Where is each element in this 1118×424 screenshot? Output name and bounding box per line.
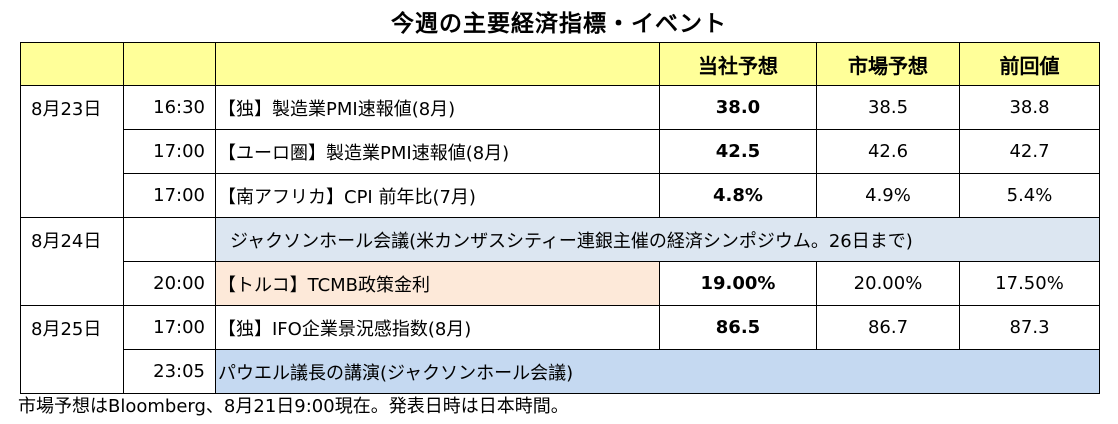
market-forecast-value: 38.5 bbox=[816, 85, 960, 130]
header-date bbox=[20, 42, 124, 86]
header-own-forecast: 当社予想 bbox=[659, 42, 817, 86]
date-cell bbox=[20, 261, 124, 306]
economic-calendar-table: 当社予想 市場予想 前回値 8月23日 16:30 【独】製造業PMI速報値(8… bbox=[20, 42, 1100, 394]
event-cell: ジャクソンホール会議(米カンザスシティー連銀主催の経済シンポジウム。26日まで) bbox=[215, 217, 1100, 262]
time-cell: 17:00 bbox=[123, 305, 216, 350]
table-row: 23:05 パウエル議長の講演(ジャクソンホール会議) bbox=[20, 349, 1100, 394]
time-cell: 17:00 bbox=[123, 129, 216, 174]
market-forecast-value: 20.00% bbox=[816, 261, 960, 306]
own-forecast-value: 86.5 bbox=[659, 305, 817, 350]
table-row: 8月24日 ジャクソンホール会議(米カンザスシティー連銀主催の経済シンポジウム。… bbox=[20, 217, 1100, 262]
own-forecast-value: 19.00% bbox=[659, 261, 817, 306]
footnote: 市場予想はBloomberg、8月21日9:00現在。発表日時は日本時間。 bbox=[18, 396, 569, 417]
own-forecast-value: 38.0 bbox=[659, 85, 817, 130]
header-market-forecast: 市場予想 bbox=[816, 42, 960, 86]
date-cell bbox=[20, 173, 124, 218]
table-row: 17:00 【ユーロ圏】製造業PMI速報値(8月) 42.5 42.6 42.7 bbox=[20, 129, 1100, 174]
indicator-name: 【トルコ】TCMB政策金利 bbox=[215, 261, 660, 306]
time-cell: 20:00 bbox=[123, 261, 216, 306]
time-cell: 17:00 bbox=[123, 173, 216, 218]
market-forecast-value: 4.9% bbox=[816, 173, 960, 218]
header-previous: 前回値 bbox=[959, 42, 1100, 86]
table-row: 17:00 【南アフリカ】CPI 前年比(7月) 4.8% 4.9% 5.4% bbox=[20, 173, 1100, 218]
table-row: 20:00 【トルコ】TCMB政策金利 19.00% 20.00% 17.50% bbox=[20, 261, 1100, 306]
date-cell: 8月24日 bbox=[20, 217, 124, 262]
time-cell bbox=[123, 217, 216, 262]
previous-value: 87.3 bbox=[959, 305, 1100, 350]
date-cell bbox=[20, 129, 124, 174]
market-forecast-value: 86.7 bbox=[816, 305, 960, 350]
page-title: 今週の主要経済指標・イベント bbox=[391, 11, 727, 37]
previous-value: 42.7 bbox=[959, 129, 1100, 174]
header-row: 当社予想 市場予想 前回値 bbox=[20, 42, 1100, 86]
indicator-name: 【ユーロ圏】製造業PMI速報値(8月) bbox=[215, 129, 660, 174]
date-cell: 8月23日 bbox=[20, 85, 124, 130]
previous-value: 17.50% bbox=[959, 261, 1100, 306]
date-cell bbox=[20, 349, 124, 394]
previous-value: 38.8 bbox=[959, 85, 1100, 130]
date-cell: 8月25日 bbox=[20, 305, 124, 350]
event-cell: パウエル議長の講演(ジャクソンホール会議) bbox=[215, 349, 1100, 394]
market-forecast-value: 42.6 bbox=[816, 129, 960, 174]
indicator-name: 【南アフリカ】CPI 前年比(7月) bbox=[215, 173, 660, 218]
header-time bbox=[123, 42, 216, 86]
own-forecast-value: 4.8% bbox=[659, 173, 817, 218]
time-cell: 16:30 bbox=[123, 85, 216, 130]
indicator-name: 【独】IFO企業景況感指数(8月) bbox=[215, 305, 660, 350]
table-row: 8月23日 16:30 【独】製造業PMI速報値(8月) 38.0 38.5 3… bbox=[20, 85, 1100, 130]
header-name bbox=[215, 42, 660, 86]
previous-value: 5.4% bbox=[959, 173, 1100, 218]
indicator-name: 【独】製造業PMI速報値(8月) bbox=[215, 85, 660, 130]
time-cell: 23:05 bbox=[123, 349, 216, 394]
table-row: 8月25日 17:00 【独】IFO企業景況感指数(8月) 86.5 86.7 … bbox=[20, 305, 1100, 350]
own-forecast-value: 42.5 bbox=[659, 129, 817, 174]
